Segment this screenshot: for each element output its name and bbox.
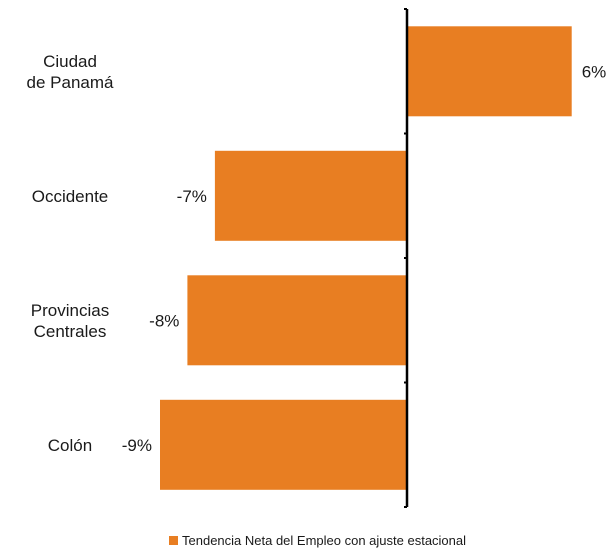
bar-2 (187, 275, 407, 366)
category-label-line: Provincias (31, 301, 109, 320)
legend: Tendencia Neta del Empleo con ajuste est… (169, 533, 466, 548)
value-label-1: -7% (177, 187, 207, 206)
legend-label: Tendencia Neta del Empleo con ajuste est… (182, 533, 466, 548)
category-labels-group: Ciudad de Panamá Occidente Provincias Centra… (27, 52, 114, 455)
category-label-line: Centrales (34, 322, 107, 341)
category-label-line: de Panamá (27, 73, 114, 92)
value-labels-group: 6% -7% -8% -9% (122, 62, 607, 455)
category-label-line: Colón (48, 436, 92, 455)
category-label-line: Ciudad (43, 52, 97, 71)
bars-group (160, 26, 572, 490)
value-label-0: 6% (582, 62, 607, 81)
legend-swatch (169, 536, 178, 545)
bar-1 (214, 150, 407, 241)
value-label-2: -8% (149, 311, 179, 330)
category-label-1: Occidente (32, 187, 109, 206)
bar-0 (407, 26, 572, 117)
category-label-line: Occidente (32, 187, 109, 206)
bar-3 (160, 399, 407, 490)
zero-axis-group (404, 8, 409, 508)
value-label-3: -9% (122, 436, 152, 455)
category-label-3: Colón (48, 436, 92, 455)
category-label-2: Provincias Centrales (31, 301, 109, 341)
category-label-0: Ciudad de Panamá (27, 52, 114, 92)
